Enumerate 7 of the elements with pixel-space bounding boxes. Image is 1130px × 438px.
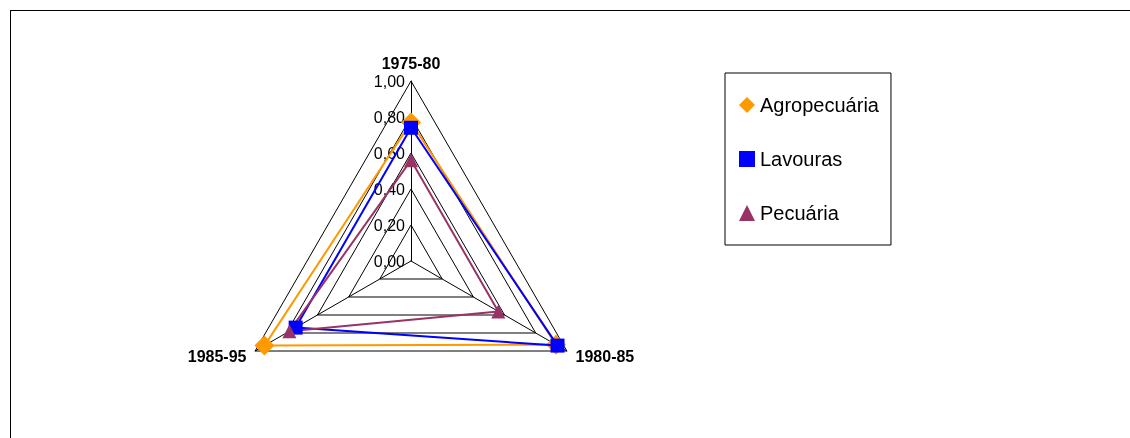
legend-label: Pecuária <box>760 202 840 224</box>
legend-label: Lavouras <box>760 148 843 170</box>
spoke-label: 1980-85 <box>575 347 635 365</box>
legend-label: Agropecuária <box>760 94 880 116</box>
spoke-label: 1985-95 <box>187 347 247 365</box>
y-tick-label: 1,00 <box>373 72 406 90</box>
spoke-label: 1975-80 <box>381 54 441 72</box>
